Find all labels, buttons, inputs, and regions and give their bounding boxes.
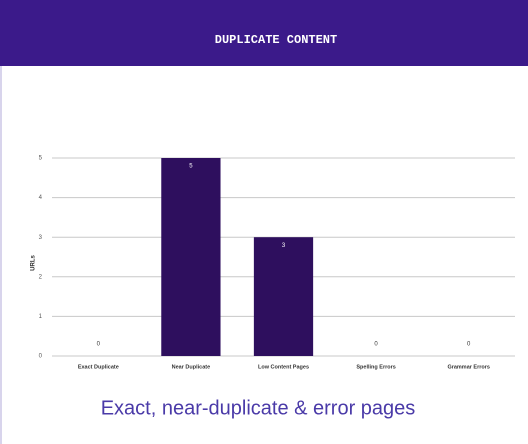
data-label: 5 [189,164,193,170]
chart-title: DUPLICATE CONTENT [215,33,337,47]
bar [253,237,314,356]
x-tick-label: Near Duplicate [172,364,211,370]
data-label: 0 [374,342,378,348]
left-border [0,66,2,444]
y-tick-label: 2 [39,274,43,280]
y-tick-label: 0 [39,354,43,360]
x-tick-label: Low Content Pages [258,364,309,370]
header [0,0,528,66]
y-tick-label: 5 [39,156,43,162]
y-tick-label: 4 [39,195,43,201]
data-label: 0 [97,342,101,348]
caption: Exact, near-duplicate & error pages [101,397,416,419]
y-axis-label: URLs [31,255,37,271]
bar [161,158,221,356]
data-label: 0 [467,342,471,348]
x-tick-label: Grammar Errors [447,364,490,370]
x-tick-label: Spelling Errors [356,364,395,370]
x-tick-label: Exact Duplicate [78,364,119,370]
y-tick-label: 3 [39,235,43,241]
data-label: 3 [282,243,286,249]
y-tick-label: 1 [39,314,43,320]
